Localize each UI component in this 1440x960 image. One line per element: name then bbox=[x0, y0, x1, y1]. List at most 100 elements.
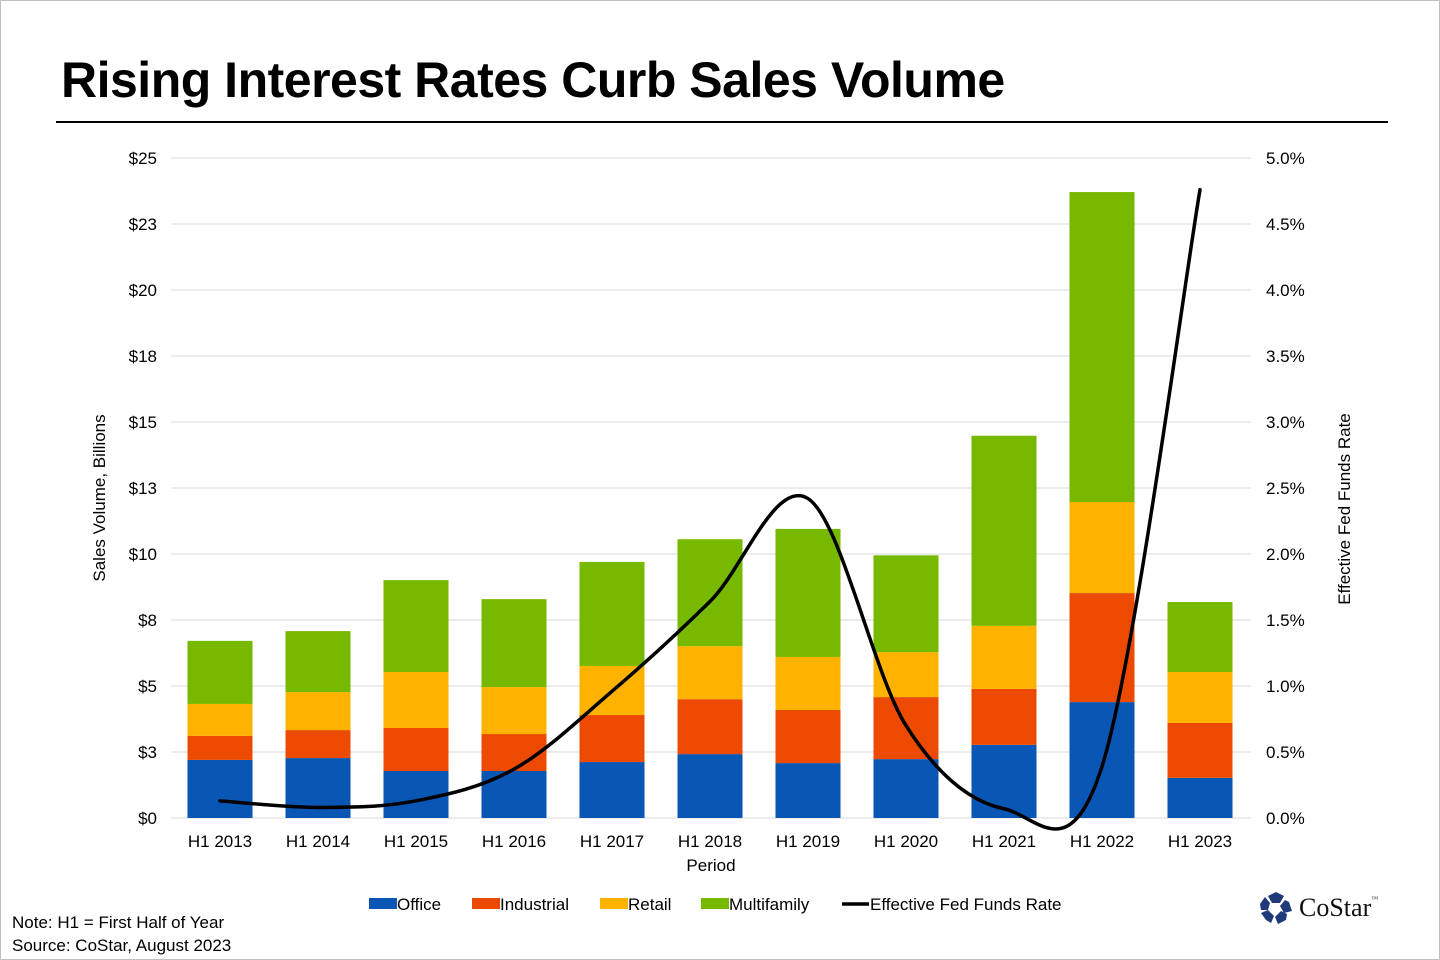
legend-label: Effective Fed Funds Rate bbox=[870, 895, 1062, 914]
costar-logo: CoStar™ bbox=[1259, 891, 1378, 925]
y-tick-label: $8 bbox=[138, 611, 157, 630]
bar-multifamily bbox=[187, 640, 253, 704]
y-tick-label: $5 bbox=[138, 677, 157, 696]
bar-retail bbox=[1167, 672, 1233, 723]
bar-industrial bbox=[677, 699, 743, 755]
footnote-source: Source: CoStar, August 2023 bbox=[12, 936, 232, 955]
bar-office bbox=[1167, 777, 1233, 818]
bar-multifamily bbox=[383, 580, 449, 673]
costar-logo-text: CoStar™ bbox=[1299, 893, 1378, 923]
y2-axis-ticks: 0.0% 0.5% 1.0% 1.5% 2.0% 2.5% 3.0% 3.5% 4.0% 4.5%… bbox=[1266, 149, 1305, 828]
y-tick-label: $15 bbox=[129, 413, 157, 432]
bar-multifamily bbox=[481, 599, 547, 688]
bar-multifamily bbox=[285, 631, 351, 693]
y2-tick-label: 3.0% bbox=[1266, 413, 1305, 432]
y2-tick-label: 5.0% bbox=[1266, 149, 1305, 168]
legend-item: Multifamily bbox=[701, 895, 810, 914]
bar-multifamily bbox=[775, 528, 841, 657]
bar-office bbox=[481, 771, 547, 818]
bar-retail bbox=[971, 625, 1037, 689]
bar-retail bbox=[481, 687, 547, 735]
y-tick-label: $20 bbox=[129, 281, 157, 300]
x-tick-label: H1 2021 bbox=[972, 832, 1036, 851]
x-tick-label: H1 2013 bbox=[188, 832, 252, 851]
y-tick-label: $13 bbox=[129, 479, 157, 498]
bar-retail bbox=[1069, 501, 1135, 594]
bar-office bbox=[187, 759, 253, 818]
bar-office bbox=[971, 744, 1037, 818]
x-tick-label: H1 2016 bbox=[482, 832, 546, 851]
bar-multifamily bbox=[1069, 192, 1135, 502]
legend-label: Office bbox=[397, 895, 441, 914]
bar-office bbox=[677, 754, 743, 818]
x-tick-label: H1 2014 bbox=[286, 832, 350, 851]
legend-label: Industrial bbox=[500, 895, 569, 914]
legend-item: Effective Fed Funds Rate bbox=[842, 895, 1062, 914]
x-tick-label: H1 2017 bbox=[580, 832, 644, 851]
title-divider bbox=[56, 121, 1388, 123]
bar-retail bbox=[383, 672, 449, 728]
y2-axis-label: Effective Fed Funds Rate bbox=[1335, 413, 1354, 605]
x-tick-label: H1 2020 bbox=[874, 832, 938, 851]
y-tick-label: $25 bbox=[129, 149, 157, 168]
legend-item: Industrial bbox=[472, 895, 569, 914]
y2-tick-label: 4.5% bbox=[1266, 215, 1305, 234]
rate-line-group bbox=[218, 187, 1202, 831]
bar-office bbox=[873, 759, 939, 818]
x-tick-label: H1 2023 bbox=[1168, 832, 1232, 851]
footnote-note: Note: H1 = First Half of Year bbox=[12, 913, 225, 932]
bar-office bbox=[1069, 702, 1135, 818]
y-axis-ticks: $0 $3 $5 $8 $10 $13 $15 $18 $20 $23 $25 bbox=[129, 149, 157, 828]
x-axis-label: Period bbox=[686, 856, 735, 875]
costar-star-icon bbox=[1260, 892, 1292, 924]
bar-retail bbox=[187, 703, 253, 736]
chart-title: Rising Interest Rates Curb Sales Volume bbox=[61, 52, 1005, 108]
y-tick-label: $23 bbox=[129, 215, 157, 234]
legend-label: Multifamily bbox=[729, 895, 810, 914]
legend-label: Retail bbox=[628, 895, 671, 914]
y-tick-label: $0 bbox=[138, 809, 157, 828]
bar-industrial bbox=[187, 735, 253, 760]
y-tick-label: $3 bbox=[138, 743, 157, 762]
bar-multifamily bbox=[971, 435, 1037, 626]
legend-swatch bbox=[701, 898, 729, 909]
y2-tick-label: 3.5% bbox=[1266, 347, 1305, 366]
legend-swatch bbox=[369, 898, 397, 909]
bar-industrial bbox=[285, 730, 351, 759]
bar-retail bbox=[285, 692, 351, 731]
bar-office bbox=[775, 763, 841, 818]
logo-wordmark: CoStar bbox=[1299, 893, 1372, 922]
y-axis-label: Sales Volume, Billions bbox=[90, 414, 109, 581]
legend-swatch bbox=[600, 898, 628, 909]
legend-item: Office bbox=[369, 895, 441, 914]
legend-item: Retail bbox=[600, 895, 671, 914]
y-tick-label: $10 bbox=[129, 545, 157, 564]
bar-industrial bbox=[1069, 593, 1135, 703]
bar-industrial bbox=[481, 734, 547, 772]
y2-tick-label: 1.0% bbox=[1266, 677, 1305, 696]
legend: Office Industrial Retail Multifamily Effecti… bbox=[369, 895, 1062, 914]
bar-multifamily bbox=[677, 539, 743, 647]
bar-industrial bbox=[971, 688, 1037, 745]
y-tick-label: $18 bbox=[129, 347, 157, 366]
bar-multifamily bbox=[579, 561, 645, 666]
y2-tick-label: 0.5% bbox=[1266, 743, 1305, 762]
bars bbox=[187, 192, 1233, 818]
x-tick-label: H1 2018 bbox=[678, 832, 742, 851]
bar-retail bbox=[775, 656, 841, 711]
bar-multifamily bbox=[873, 555, 939, 653]
bar-office bbox=[579, 762, 645, 818]
x-tick-label: H1 2015 bbox=[384, 832, 448, 851]
legend-swatch bbox=[472, 898, 500, 909]
y2-tick-label: 0.0% bbox=[1266, 809, 1305, 828]
bar-industrial bbox=[1167, 722, 1233, 778]
logo-trademark: ™ bbox=[1371, 895, 1379, 903]
y2-tick-label: 2.0% bbox=[1266, 545, 1305, 564]
x-tick-label: H1 2019 bbox=[776, 832, 840, 851]
bar-industrial bbox=[775, 710, 841, 764]
bar-industrial bbox=[579, 715, 645, 763]
bar-retail bbox=[677, 646, 743, 700]
y2-tick-label: 4.0% bbox=[1266, 281, 1305, 300]
